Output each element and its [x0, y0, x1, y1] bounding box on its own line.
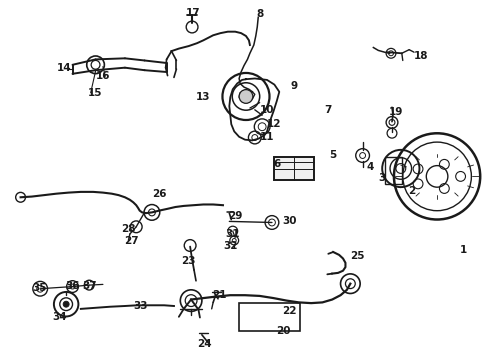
Text: 3: 3 [379, 173, 386, 183]
Text: 36: 36 [65, 281, 80, 291]
Text: 29: 29 [228, 211, 243, 221]
Text: 17: 17 [186, 8, 201, 18]
Text: 18: 18 [414, 51, 429, 61]
Text: 34: 34 [52, 312, 67, 322]
Text: 35: 35 [32, 283, 47, 293]
Text: 28: 28 [121, 224, 136, 234]
Text: 7: 7 [324, 105, 332, 115]
Text: 12: 12 [267, 119, 282, 129]
Text: 27: 27 [124, 236, 139, 246]
Text: 14: 14 [56, 63, 71, 73]
Text: 9: 9 [291, 81, 297, 91]
Text: 5: 5 [330, 150, 337, 160]
Text: 19: 19 [389, 107, 403, 117]
Text: 2: 2 [408, 186, 415, 196]
Text: 13: 13 [196, 92, 211, 102]
Text: 15: 15 [87, 88, 102, 98]
Text: 10: 10 [260, 105, 274, 115]
Text: 31: 31 [225, 229, 240, 239]
Text: 25: 25 [350, 251, 365, 261]
Bar [239, 303, 300, 331]
Circle shape [63, 301, 69, 307]
Text: 8: 8 [256, 9, 263, 19]
Text: 37: 37 [82, 281, 97, 291]
Circle shape [239, 90, 253, 103]
Text: 33: 33 [133, 301, 148, 311]
Bar [385, 157, 402, 184]
Text: 4: 4 [366, 162, 374, 172]
Text: 24: 24 [197, 339, 212, 349]
Text: 11: 11 [260, 132, 274, 142]
Text: 21: 21 [212, 290, 227, 300]
Text: 1: 1 [460, 245, 466, 255]
Text: 20: 20 [276, 326, 291, 336]
Text: 26: 26 [152, 189, 167, 199]
Text: 23: 23 [181, 256, 196, 266]
Bar [274, 157, 314, 180]
Text: 6: 6 [273, 159, 280, 169]
Text: 16: 16 [96, 71, 110, 81]
Text: 30: 30 [282, 216, 296, 226]
Text: 22: 22 [282, 306, 296, 316]
Text: 32: 32 [223, 241, 238, 251]
